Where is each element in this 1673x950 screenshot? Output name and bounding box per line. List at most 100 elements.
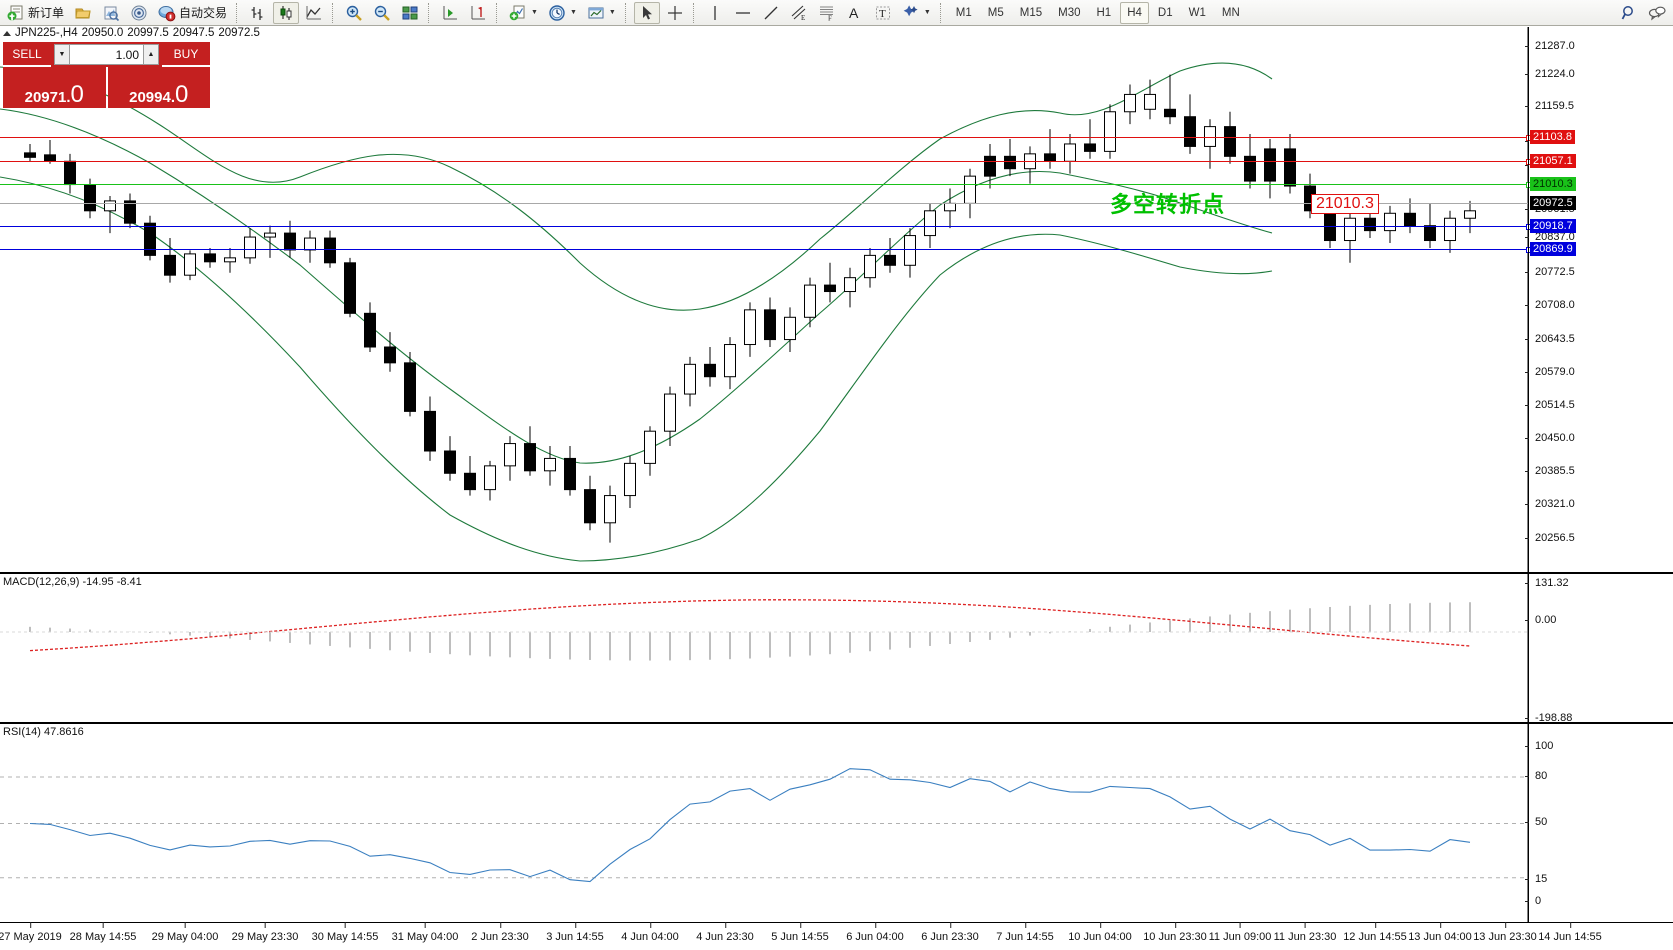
- level-line-resistance-1[interactable]: [0, 135, 1532, 141]
- level-handle[interactable]: [1526, 159, 1532, 165]
- trade-panel-prices: 20971 . 0 20994 . 0: [3, 67, 210, 108]
- buy-label[interactable]: BUY: [162, 42, 210, 67]
- chevron-down-icon[interactable]: ▼: [569, 9, 577, 16]
- ohlc-high: 20997.5: [127, 27, 169, 39]
- candlestick-chart-icon: [277, 4, 295, 22]
- level-handle[interactable]: [1526, 182, 1532, 188]
- time-tick-label: 27 May 2019: [0, 922, 62, 943]
- macd-pane[interactable]: MACD(12,26,9) -14.95 -8.41 131.32 0.00 -…: [0, 572, 1673, 724]
- timeframe-w1[interactable]: W1: [1188, 6, 1206, 19]
- toolbar-separator: [939, 2, 944, 23]
- candlestick-chart-button[interactable]: [273, 1, 300, 24]
- time-tick-label: 4 Jun 04:00: [621, 922, 679, 943]
- level-handle[interactable]: [1526, 247, 1532, 253]
- chevron-down-icon[interactable]: ▼: [608, 9, 616, 16]
- toolbar-separator: [496, 2, 500, 23]
- trendline-button[interactable]: [758, 2, 784, 24]
- vertical-line-button[interactable]: [702, 2, 728, 24]
- timeframe-h1[interactable]: H1: [1096, 6, 1112, 19]
- text-button[interactable]: A: [842, 2, 868, 24]
- sell-button[interactable]: 20971 . 0: [3, 67, 106, 108]
- crosshair-button[interactable]: [662, 2, 688, 24]
- indicators-button[interactable]: ▼: [505, 2, 542, 24]
- time-tick-label: 11 Jun 23:30: [1273, 922, 1337, 943]
- time-tick-label: 30 May 14:55: [311, 922, 379, 943]
- buy-price-integer: 20994: [129, 89, 171, 106]
- new-order-icon: [7, 4, 25, 22]
- time-tick-label: 28 May 14:55: [69, 922, 137, 943]
- shapes-icon: [902, 4, 920, 22]
- level-handle[interactable]: [1526, 135, 1532, 141]
- zoom-in-icon: [345, 4, 363, 22]
- search-button[interactable]: [1616, 2, 1642, 24]
- time-tick-label: 3 Jun 14:55: [546, 922, 604, 943]
- volume-decrease-button[interactable]: ▼: [54, 44, 70, 65]
- horizontal-line-button[interactable]: [730, 2, 756, 24]
- zoom-in-button[interactable]: [341, 2, 367, 24]
- vertical-line-icon: [706, 4, 724, 22]
- cursor-button[interactable]: [633, 1, 660, 24]
- rsi-pane[interactable]: RSI(14) 47.8616 100 80 50 15 0: [0, 722, 1673, 924]
- main-toolbar: 新订单: [0, 0, 1673, 26]
- equidistant-channel-button[interactable]: E: [786, 2, 812, 24]
- crosshair-icon: [666, 4, 684, 22]
- timeframe-m5[interactable]: M5: [987, 6, 1004, 19]
- new-order-button[interactable]: 新订单: [3, 2, 68, 24]
- chat-button[interactable]: [1644, 2, 1670, 24]
- toolbar-separator: [236, 2, 240, 23]
- time-tick-label: 2 Jun 23:30: [471, 922, 529, 943]
- trade-panel-top-row: SELL ▼ 1.00 ▲ BUY: [3, 42, 210, 67]
- folder-button[interactable]: [70, 2, 96, 24]
- print-preview-button[interactable]: [98, 2, 124, 24]
- one-click-trading-panel[interactable]: SELL ▼ 1.00 ▲ BUY 20971 . 0 20994 . 0: [3, 42, 210, 108]
- auto-scroll-button[interactable]: [437, 2, 463, 24]
- line-chart-button[interactable]: [301, 2, 327, 24]
- periods-button[interactable]: ▼: [544, 2, 581, 24]
- new-order-label: 新订单: [28, 6, 65, 20]
- print-preview-icon: [102, 4, 120, 22]
- time-tick-label: 4 Jun 23:30: [696, 922, 754, 943]
- chart-shift-button[interactable]: [465, 2, 491, 24]
- indicators-icon: [509, 4, 527, 22]
- timeframe-d1[interactable]: D1: [1157, 6, 1173, 19]
- sell-price-fraction: 0: [70, 81, 84, 108]
- time-tick-label: 10 Jun 23:30: [1143, 922, 1207, 943]
- timeframe-m30[interactable]: M30: [1058, 6, 1081, 19]
- fibonacci-button[interactable]: F: [814, 2, 840, 24]
- timeframe-mn[interactable]: MN: [1221, 6, 1240, 19]
- volume-stepper[interactable]: ▼ 1.00 ▲: [51, 42, 162, 67]
- templates-button[interactable]: ▼: [583, 2, 620, 24]
- zoom-out-icon: [373, 4, 391, 22]
- equidistant-channel-icon: E: [790, 4, 808, 22]
- price-pane[interactable]: 多空转折点 21010.3 21287.0 21224.0 21159.5 21…: [0, 27, 1673, 572]
- volume-increase-button[interactable]: ▲: [143, 44, 159, 65]
- signals-button[interactable]: [126, 2, 152, 24]
- ohlc-close: 20972.5: [218, 27, 260, 39]
- level-handle[interactable]: [1526, 224, 1532, 230]
- buy-button[interactable]: 20994 . 0: [107, 67, 210, 108]
- timeframe-m1[interactable]: M1: [955, 6, 972, 19]
- auto-trading-label: 自动交易: [179, 6, 228, 20]
- toolbar-separator: [692, 2, 697, 23]
- timeframe-h4[interactable]: H4: [1120, 1, 1149, 24]
- volume-input[interactable]: 1.00: [70, 44, 143, 65]
- level-line-support-1[interactable]: [0, 224, 1532, 230]
- auto-trading-button[interactable]: 自动交易: [154, 2, 231, 24]
- turning-point-annotation[interactable]: 多空转折点: [1110, 192, 1226, 217]
- text-label-button[interactable]: T: [870, 2, 896, 24]
- collapse-triangle-icon[interactable]: [3, 30, 11, 36]
- price-box-annotation[interactable]: 21010.3: [1311, 194, 1379, 214]
- tile-windows-button[interactable]: [397, 2, 423, 24]
- shapes-button[interactable]: ▼: [898, 2, 935, 24]
- chevron-down-icon[interactable]: ▼: [923, 9, 931, 16]
- level-line-support-2[interactable]: [0, 247, 1532, 253]
- level-line-resistance-2[interactable]: [0, 159, 1532, 165]
- time-axis[interactable]: 27 May 2019 28 May 14:55 29 May 04:00 29 Ma…: [0, 922, 1673, 950]
- chevron-down-icon[interactable]: ▼: [531, 9, 538, 16]
- sell-label[interactable]: SELL: [3, 42, 51, 67]
- bar-chart-button[interactable]: [245, 2, 271, 24]
- level-line-pivot-green[interactable]: [0, 182, 1532, 188]
- timeframe-m15[interactable]: M15: [1019, 6, 1043, 19]
- zoom-out-button[interactable]: [369, 2, 395, 24]
